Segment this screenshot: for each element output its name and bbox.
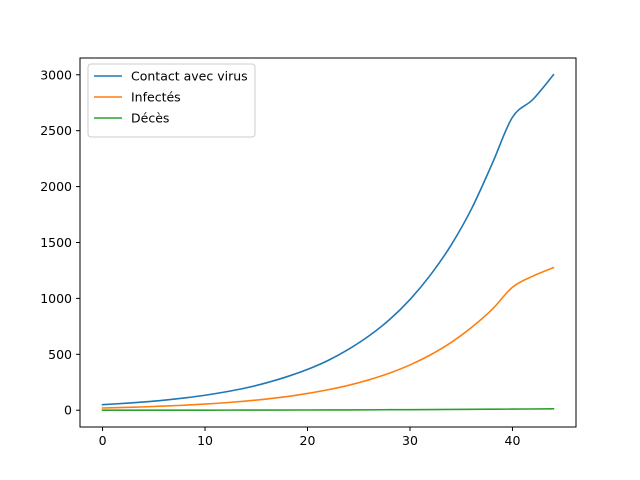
y-tick-label: 2000: [40, 179, 72, 194]
legend: Contact avec virus Infectés Décès: [87, 63, 256, 138]
x-axis-ticks: 0 10 20 30 40: [99, 427, 521, 448]
y-tick-label: 3000: [40, 67, 72, 82]
y-tick-label: 0: [64, 403, 72, 418]
x-tick-label: 20: [300, 433, 316, 448]
y-tick-label: 1000: [40, 291, 72, 306]
series-line-infectes: [101, 266, 555, 409]
series-line-contact-avec-virus: [101, 73, 555, 406]
legend-label: Décès: [131, 111, 169, 126]
y-tick-label: 2500: [40, 123, 72, 138]
y-tick-label: 500: [48, 347, 72, 362]
legend-label: Infectés: [131, 90, 181, 105]
series-layer: [101, 73, 555, 412]
y-axis-ticks: 0 500 1000 1500 2000 2500 3000: [40, 67, 80, 418]
x-tick-label: 0: [99, 433, 107, 448]
legend-label: Contact avec virus: [131, 69, 248, 84]
series-line-deces: [101, 407, 555, 412]
legend-box: [87, 63, 256, 138]
x-tick-label: 10: [197, 433, 213, 448]
x-tick-label: 30: [402, 433, 418, 448]
x-tick-label: 40: [505, 433, 521, 448]
y-tick-label: 1500: [40, 235, 72, 250]
